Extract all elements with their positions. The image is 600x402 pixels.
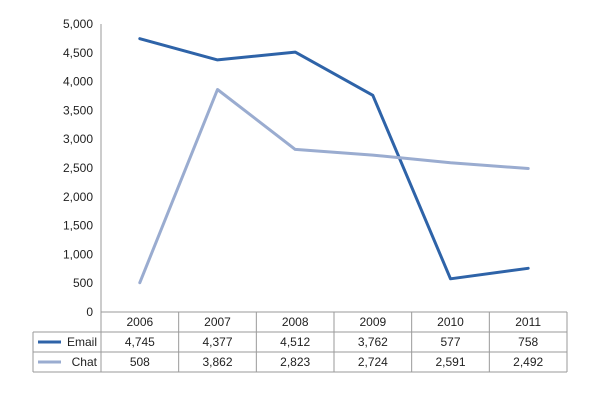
y-tick-label: 3,000 bbox=[63, 132, 93, 146]
category-label: 2007 bbox=[204, 315, 231, 329]
y-tick-label: 3,500 bbox=[63, 103, 93, 117]
data-label-chat: 2,492 bbox=[513, 355, 543, 369]
data-label-email: 3,762 bbox=[358, 335, 388, 349]
series-line-chat bbox=[138, 88, 530, 285]
y-tick-label: 500 bbox=[73, 276, 93, 290]
data-label-email: 4,512 bbox=[280, 335, 310, 349]
y-tick-label: 0 bbox=[86, 305, 93, 319]
y-tick-label: 2,000 bbox=[63, 190, 93, 204]
category-label: 2008 bbox=[282, 315, 309, 329]
data-label-chat: 3,862 bbox=[202, 355, 232, 369]
plot-area bbox=[138, 37, 530, 285]
data-label-chat: 2,591 bbox=[435, 355, 465, 369]
category-label: 2010 bbox=[437, 315, 464, 329]
y-tick-label: 4,000 bbox=[63, 75, 93, 89]
category-label: 2009 bbox=[359, 315, 386, 329]
data-label-email: 577 bbox=[440, 335, 460, 349]
y-tick-label: 5,000 bbox=[63, 17, 93, 31]
data-label-chat: 2,724 bbox=[358, 355, 388, 369]
y-tick-label: 4,500 bbox=[63, 46, 93, 60]
y-tick-label: 2,500 bbox=[63, 161, 93, 175]
data-table: 2006 2007 2008 2009 2010 2011 Email 4,745 4,377 4… bbox=[38, 315, 544, 369]
data-label-chat: 508 bbox=[130, 355, 150, 369]
data-label-email: 758 bbox=[518, 335, 538, 349]
legend-label-chat: Chat bbox=[72, 355, 98, 369]
legend-label-email: Email bbox=[67, 335, 97, 349]
category-label: 2011 bbox=[515, 315, 541, 329]
data-label-chat: 2,823 bbox=[280, 355, 310, 369]
series-line-email bbox=[138, 37, 530, 281]
data-label-email: 4,745 bbox=[125, 335, 155, 349]
y-tick-label: 1,000 bbox=[63, 247, 93, 261]
data-label-email: 4,377 bbox=[202, 335, 232, 349]
data-table-grid bbox=[32, 311, 568, 373]
y-tick-label: 1,500 bbox=[63, 219, 93, 233]
category-label: 2006 bbox=[126, 315, 153, 329]
y-axis: 0 500 1,000 1,500 2,000 2,500 3,000 3,500 4,000 4… bbox=[63, 17, 102, 372]
